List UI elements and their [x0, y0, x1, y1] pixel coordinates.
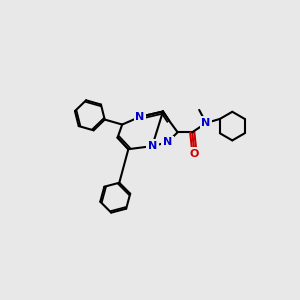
- Text: N: N: [148, 141, 157, 151]
- Text: N: N: [202, 118, 211, 128]
- Text: O: O: [190, 149, 199, 159]
- Text: N: N: [163, 137, 172, 147]
- Text: N: N: [135, 112, 145, 122]
